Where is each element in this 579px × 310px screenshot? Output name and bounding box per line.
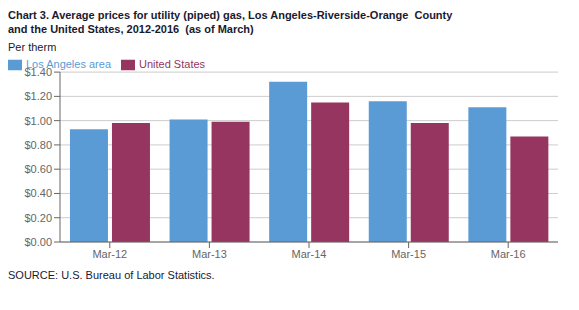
svg-text:$0.60: $0.60	[24, 163, 52, 175]
svg-text:Mar-12: Mar-12	[92, 248, 127, 260]
svg-text:$1.00: $1.00	[24, 115, 52, 127]
svg-text:$1.40: $1.40	[24, 66, 52, 78]
svg-text:$0.40: $0.40	[24, 187, 52, 199]
svg-text:Mar-16: Mar-16	[491, 248, 526, 260]
svg-text:$0.80: $0.80	[24, 139, 52, 151]
svg-text:Mar-14: Mar-14	[292, 248, 327, 260]
svg-text:Mar-13: Mar-13	[192, 248, 227, 260]
svg-text:$1.20: $1.20	[24, 90, 52, 102]
svg-text:$0.00: $0.00	[24, 236, 52, 248]
svg-text:$0.20: $0.20	[24, 212, 52, 224]
svg-text:Mar-15: Mar-15	[391, 248, 426, 260]
